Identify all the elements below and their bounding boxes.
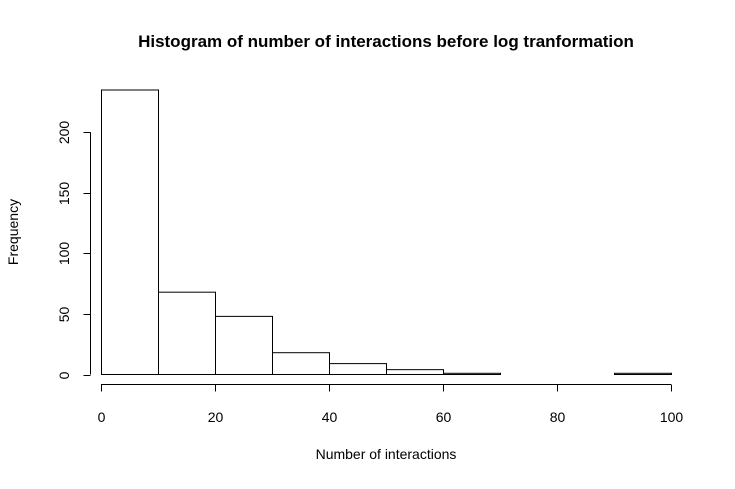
x-tick-label-40: 40 bbox=[322, 409, 338, 425]
histogram-bar-0-10 bbox=[101, 89, 159, 375]
x-tick-label-0: 0 bbox=[98, 409, 106, 425]
bars-group bbox=[101, 89, 672, 376]
x-tick-label-60: 60 bbox=[436, 409, 452, 425]
x-axis-label: Number of interactions bbox=[316, 446, 457, 462]
histogram-bar-20-30 bbox=[215, 315, 273, 376]
chart-title: Histogram of number of interactions befo… bbox=[138, 32, 634, 51]
histogram-bar-60-70 bbox=[443, 372, 501, 376]
y-axis: 0 50 100 150 200 bbox=[56, 121, 91, 379]
x-axis: 0 20 40 60 80 100 bbox=[98, 384, 684, 425]
y-axis-label: Frequency bbox=[5, 199, 21, 265]
x-tick-label-20: 20 bbox=[208, 409, 224, 425]
y-tick-label-100: 100 bbox=[56, 242, 72, 266]
histogram-bar-50-60 bbox=[386, 369, 444, 375]
y-tick-label-150: 150 bbox=[56, 182, 72, 206]
y-tick-label-0: 0 bbox=[56, 371, 72, 379]
histogram-bar-40-50 bbox=[329, 363, 387, 375]
y-tick-label-50: 50 bbox=[56, 307, 72, 323]
x-tick-label-80: 80 bbox=[550, 409, 566, 425]
histogram-bar-10-20 bbox=[158, 291, 216, 376]
x-tick-label-100: 100 bbox=[660, 409, 684, 425]
y-tick-label-200: 200 bbox=[56, 121, 72, 145]
histogram-bar-30-40 bbox=[272, 352, 330, 375]
histogram-bar-90-100 bbox=[614, 372, 672, 376]
